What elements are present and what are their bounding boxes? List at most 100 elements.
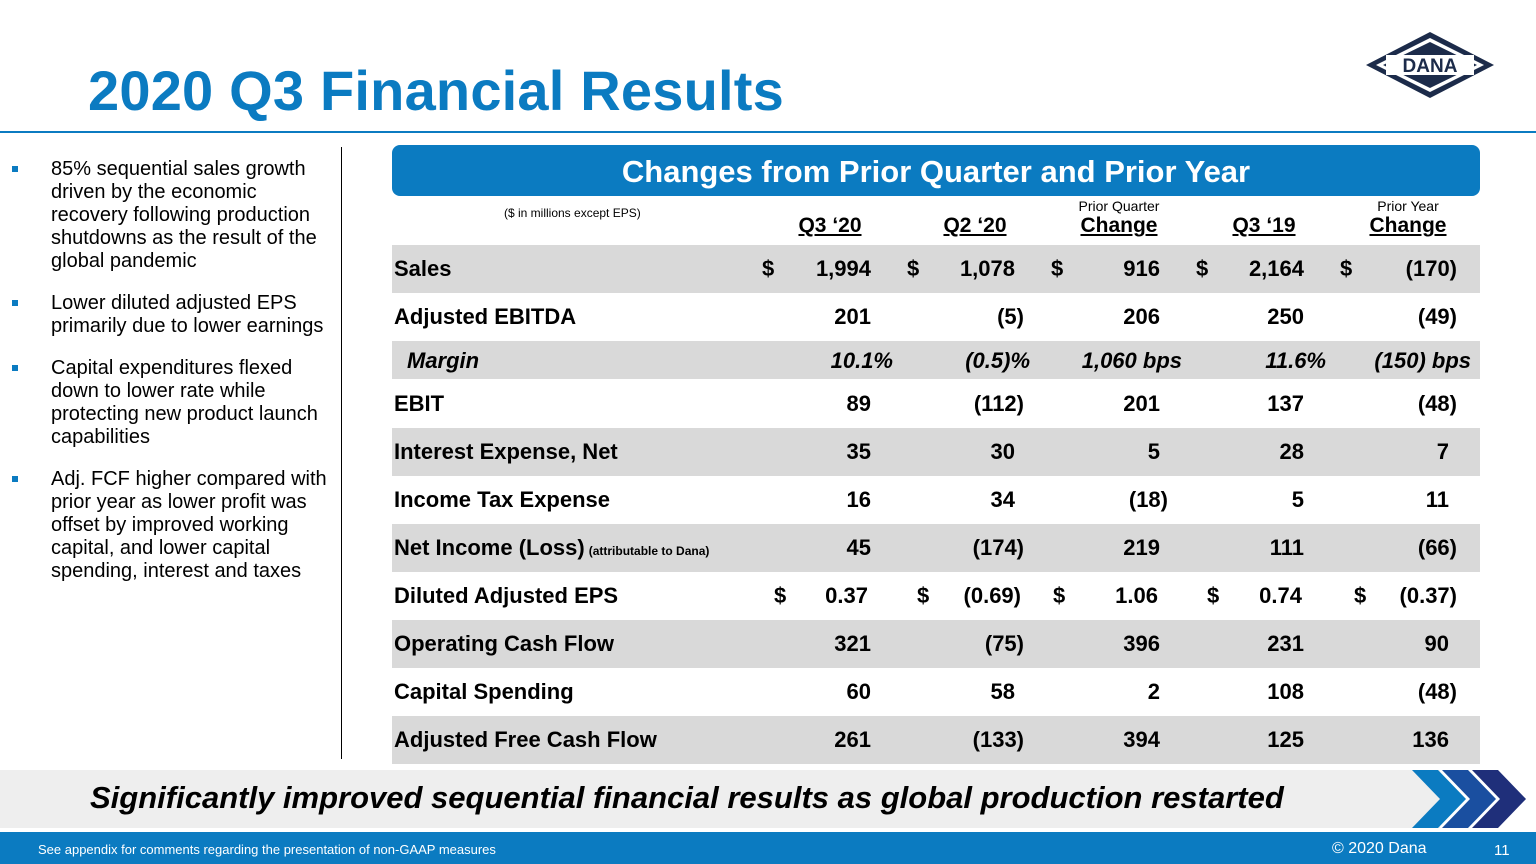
- cell-value: (0.37): [1399, 583, 1457, 608]
- cell-value: 1,060 bps: [1081, 348, 1182, 373]
- column-header: Q3 ‘19: [1232, 214, 1296, 237]
- cell-value: (170): [1405, 256, 1457, 281]
- column-header: Q2 ‘20: [943, 214, 1007, 237]
- dollar-sign: $: [1196, 256, 1209, 281]
- dollar-sign: $: [774, 583, 787, 608]
- table-row: EBIT 89 (112) 201 137 (48): [392, 380, 1480, 428]
- row-label: Interest Expense, Net: [394, 439, 618, 464]
- cell-value: 321: [834, 631, 871, 656]
- cell-value: (133): [972, 727, 1024, 752]
- cell-value: 0.74: [1259, 583, 1302, 608]
- cell-value: 28: [1279, 439, 1304, 464]
- bullet-item: Adj. FCF higher compared with prior year…: [0, 468, 336, 583]
- cell-value: 1.06: [1115, 583, 1158, 608]
- cell-value: 111: [1269, 535, 1304, 560]
- dollar-sign: $: [1340, 256, 1353, 281]
- cell-value: 34: [990, 487, 1015, 512]
- cell-value: 1,994: [815, 256, 871, 281]
- units-note: ($ in millions except EPS): [504, 206, 641, 220]
- table-row: Sales $ 1,994 $ 1,078 $ 916 $ 2,164 $ (1…: [392, 245, 1480, 293]
- cell-value: 136: [1412, 727, 1449, 752]
- column-header: Prior Quarter Change: [1078, 198, 1160, 238]
- chevron-arrows-icon: [1412, 770, 1526, 828]
- cell-value: 1,078: [959, 256, 1015, 281]
- row-label: Net Income (Loss) (attributable to Dana): [394, 535, 710, 560]
- bullet-square-icon: [12, 166, 18, 172]
- bullet-square-icon: [12, 300, 18, 306]
- title-divider: [0, 131, 1536, 133]
- table-row: Adjusted EBITDA 201 (5) 206 250 (49): [392, 293, 1480, 341]
- dollar-sign: $: [907, 256, 920, 281]
- cell-value: (174): [972, 535, 1024, 560]
- row-label: EBIT: [394, 391, 445, 416]
- footer-bar: See appendix for comments regarding the …: [0, 832, 1536, 864]
- table-row: Net Income (Loss) (attributable to Dana) …: [392, 524, 1480, 572]
- cell-value: 137: [1267, 391, 1304, 416]
- cell-value: 231: [1267, 631, 1304, 656]
- cell-value: (0.5)%: [965, 348, 1030, 373]
- table-banner: Changes from Prior Quarter and Prior Yea…: [392, 145, 1480, 196]
- cell-value: (112): [973, 391, 1024, 416]
- row-label: Capital Spending: [394, 679, 574, 704]
- row-label: Adjusted EBITDA: [394, 304, 577, 329]
- row-label: Income Tax Expense: [394, 487, 611, 512]
- column-header: Q3 ‘20: [798, 214, 862, 237]
- footer-note: See appendix for comments regarding the …: [38, 842, 496, 857]
- cell-value: 396: [1123, 631, 1160, 656]
- cell-value: 7: [1436, 439, 1449, 464]
- page-number: 11: [1494, 842, 1510, 859]
- dollar-sign: $: [762, 256, 775, 281]
- cell-value: 30: [990, 439, 1015, 464]
- cell-value: 201: [1123, 391, 1160, 416]
- cell-value: 90: [1424, 631, 1449, 656]
- table-row: Adjusted Free Cash Flow 261 (133) 394 12…: [392, 716, 1480, 764]
- cell-value: 45: [846, 535, 871, 560]
- cell-value: 16: [846, 487, 871, 512]
- bullet-item: 85% sequential sales growth driven by th…: [0, 158, 336, 273]
- cell-value: (5): [997, 304, 1024, 329]
- cell-value: 250: [1267, 304, 1304, 329]
- cell-value: 10.1%: [830, 348, 893, 373]
- bullet-list: 85% sequential sales growth driven by th…: [0, 158, 336, 602]
- dollar-sign: $: [917, 583, 930, 608]
- table-row: Diluted Adjusted EPS $ 0.37 $ (0.69) $ 1…: [392, 572, 1480, 620]
- page-title: 2020 Q3 Financial Results: [88, 59, 784, 122]
- row-label: Adjusted Free Cash Flow: [394, 727, 657, 752]
- bullet-item: Lower diluted adjusted EPS primarily due…: [0, 292, 336, 338]
- row-label-note: (attributable to Dana): [588, 544, 710, 558]
- table-row: Income Tax Expense 16 34 (18) 5 11: [392, 476, 1480, 524]
- row-label: Operating Cash Flow: [394, 631, 615, 656]
- cell-value: 219: [1123, 535, 1160, 560]
- cell-value: 201: [834, 304, 871, 329]
- row-label: Sales: [394, 256, 452, 281]
- cell-value: 2,164: [1248, 256, 1304, 281]
- cell-value: (18): [1128, 487, 1168, 512]
- cell-value: 60: [846, 679, 871, 704]
- copyright: © 2020 Dana: [1332, 840, 1427, 857]
- cell-value: (49): [1417, 304, 1457, 329]
- cell-value: 89: [846, 391, 871, 416]
- column-divider: [341, 147, 342, 759]
- bullet-square-icon: [12, 476, 18, 482]
- cell-value: 5: [1147, 439, 1160, 464]
- dollar-sign: $: [1053, 583, 1066, 608]
- column-header: Prior Year Change: [1369, 198, 1447, 238]
- cell-value: 0.37: [825, 583, 868, 608]
- cell-value: 261: [834, 727, 871, 752]
- cell-value: (75): [984, 631, 1024, 656]
- cell-value: 206: [1123, 304, 1160, 329]
- dollar-sign: $: [1354, 583, 1367, 608]
- cell-value: (0.69): [963, 583, 1021, 608]
- dana-logo: DANA: [1366, 32, 1494, 98]
- cell-value: 108: [1267, 679, 1304, 704]
- bullet-square-icon: [12, 365, 18, 371]
- cell-value: 58: [990, 679, 1015, 704]
- table-row: Interest Expense, Net 35 30 5 28 7: [392, 428, 1480, 476]
- cell-value: (150) bps: [1374, 348, 1471, 373]
- cell-value: 2: [1147, 679, 1160, 704]
- cell-value: (48): [1417, 391, 1457, 416]
- cell-value: 916: [1123, 256, 1160, 281]
- bullet-item: Capital expenditures flexed down to lowe…: [0, 357, 336, 449]
- table-row: Capital Spending 60 58 2 108 (48): [392, 668, 1480, 716]
- cell-value: 35: [846, 439, 871, 464]
